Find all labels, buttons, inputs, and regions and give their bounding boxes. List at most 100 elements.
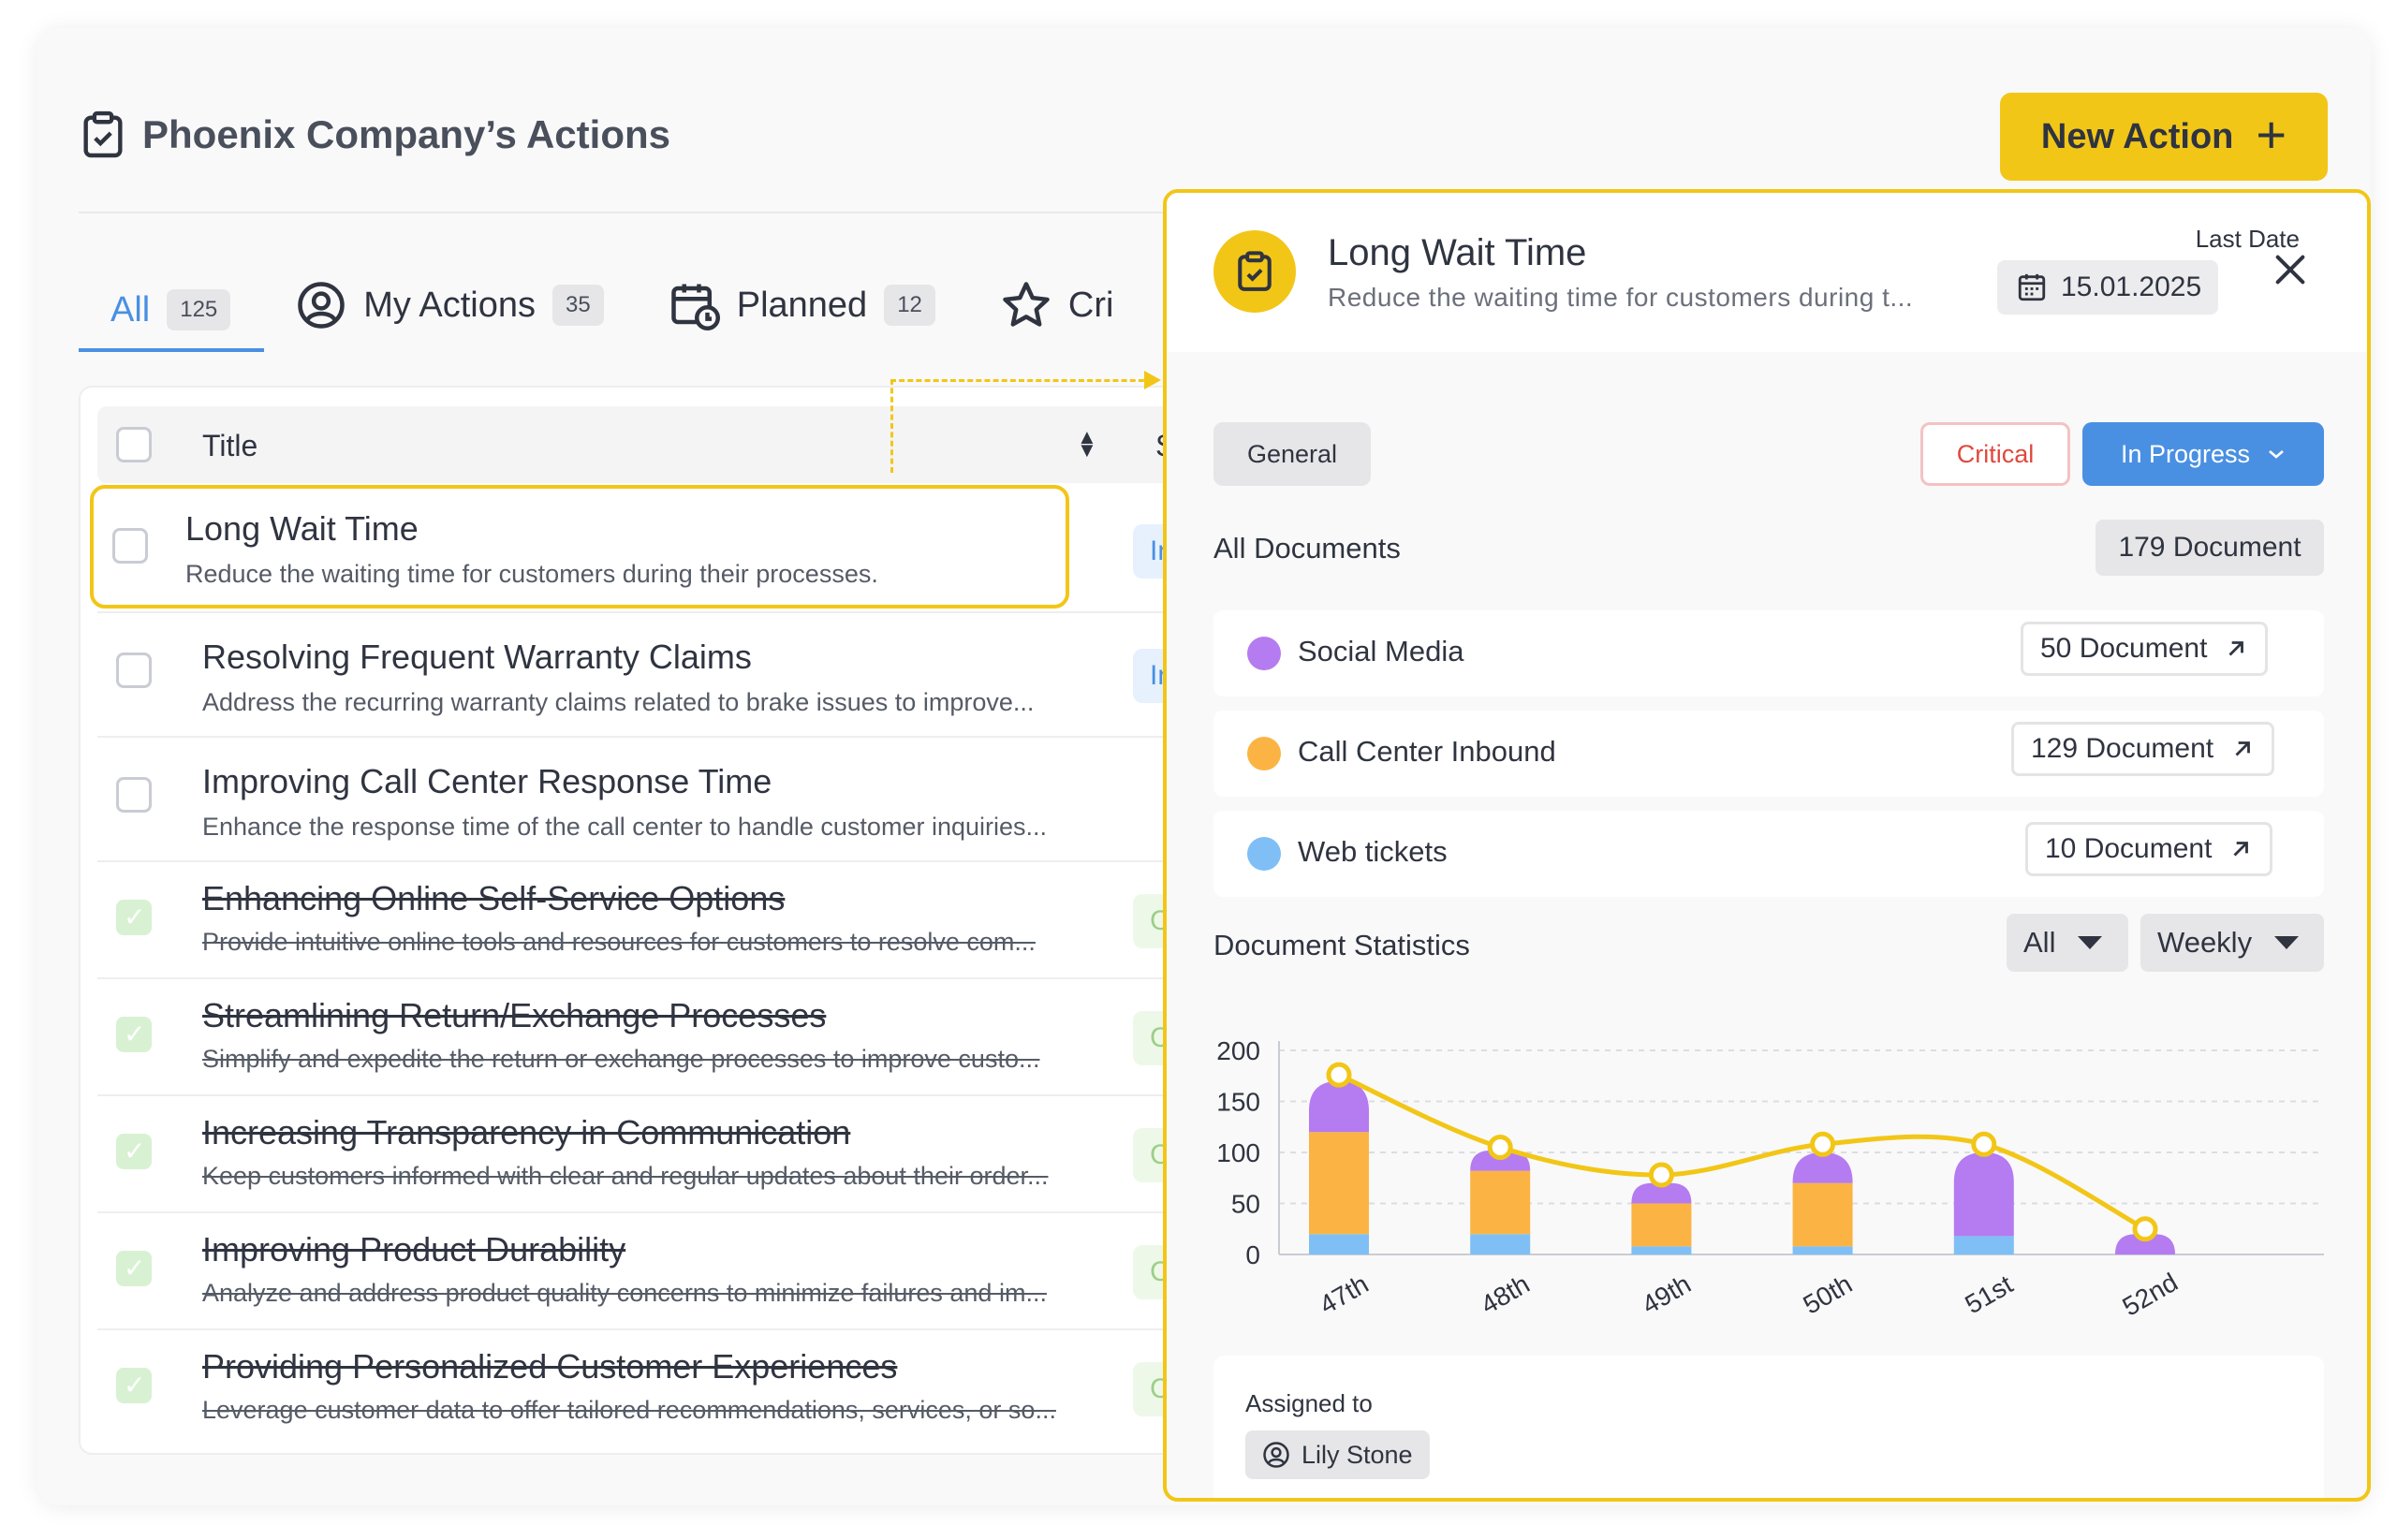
table-row[interactable]: Increasing Transparency in Communication… xyxy=(97,1094,1204,1213)
row-checkbox-checked[interactable] xyxy=(116,1134,152,1169)
table-row[interactable]: Streamlining Return/Exchange Processes S… xyxy=(97,977,1204,1096)
tab-all[interactable]: All 125 xyxy=(79,271,265,352)
x-tick-label: 47th xyxy=(1315,1269,1374,1320)
bar-segment xyxy=(1953,1236,2014,1254)
source-count: 10 Document xyxy=(2045,833,2213,864)
tab-my-actions[interactable]: My Actions 35 xyxy=(264,271,637,339)
row-checkbox-checked[interactable] xyxy=(116,1368,152,1403)
bar-segment xyxy=(1953,1152,2014,1237)
plus-icon: + xyxy=(2256,105,2287,164)
table-row[interactable]: Improving Call Center Response Time Enha… xyxy=(97,736,1204,862)
tab-critical[interactable]: Cri xyxy=(969,271,1148,339)
table-row[interactable]: Providing Personalized Customer Experien… xyxy=(97,1328,1204,1445)
row-title: Streamlining Return/Exchange Processes xyxy=(202,996,827,1034)
page-title-text: Phoenix Company’s Actions xyxy=(142,112,670,156)
row-description: Enhance the response time of the call ce… xyxy=(202,813,1048,841)
priority-chip[interactable]: Critical xyxy=(1920,422,2070,486)
tab-planned[interactable]: Planned 12 xyxy=(638,271,969,339)
close-icon[interactable] xyxy=(2272,251,2309,288)
star-icon xyxy=(1003,282,1050,327)
new-action-button[interactable]: New Action + xyxy=(2000,93,2328,181)
assignee-name: Lily Stone xyxy=(1301,1440,1413,1469)
caret-down-icon xyxy=(2078,936,2103,949)
bar-segment xyxy=(1792,1246,1853,1254)
source-documents-button[interactable]: 50 Document xyxy=(2021,622,2269,676)
column-title: Title xyxy=(202,429,258,462)
user-circle-icon xyxy=(1263,1442,1289,1468)
tab-all-count: 125 xyxy=(167,289,231,330)
filter-period-dropdown[interactable]: Weekly xyxy=(2140,914,2324,972)
web-tickets-dot xyxy=(1247,837,1281,871)
row-checkbox[interactable] xyxy=(116,653,152,688)
panel-header: Long Wait Time Reduce the waiting time f… xyxy=(1167,193,2367,352)
table-row[interactable]: Improving Product Durability Analyze and… xyxy=(97,1211,1204,1330)
source-count: 129 Document xyxy=(2031,733,2214,764)
action-detail-panel: Long Wait Time Reduce the waiting time f… xyxy=(1163,189,2371,1502)
sort-icon[interactable]: ▲ ▼ xyxy=(1077,425,1097,462)
source-documents-button[interactable]: 10 Document xyxy=(2025,822,2273,876)
caret-down-icon xyxy=(2274,936,2300,949)
source-documents-button[interactable]: 129 Document xyxy=(2011,722,2275,776)
connector-line xyxy=(890,379,1153,382)
assigned-to-label: Assigned to xyxy=(1245,1389,1373,1417)
last-date-field[interactable]: 15.01.2025 xyxy=(1997,260,2218,315)
tab-planned-count: 12 xyxy=(884,285,935,326)
row-title: Improving Call Center Response Time xyxy=(202,762,772,800)
source-row-social-media: Social Media 50 Document xyxy=(1213,610,2324,697)
y-tick-label: 0 xyxy=(1245,1240,1260,1269)
status-dropdown[interactable]: In Progress xyxy=(2082,422,2324,486)
trend-point xyxy=(1487,1135,1513,1161)
bar-segment xyxy=(1309,1132,1369,1235)
tab-planned-label: Planned xyxy=(736,285,868,325)
row-description: Analyze and address product quality conc… xyxy=(202,1279,1047,1307)
filter-all-label: All xyxy=(2023,926,2056,959)
filter-period-label: Weekly xyxy=(2157,926,2253,959)
new-action-label: New Action xyxy=(2040,116,2234,156)
y-tick-label: 50 xyxy=(1231,1190,1260,1219)
row-title: Providing Personalized Customer Experien… xyxy=(202,1347,898,1386)
bar-segment xyxy=(1470,1150,1531,1171)
x-tick-label: 50th xyxy=(1799,1269,1858,1320)
category-chip[interactable]: General xyxy=(1213,422,1371,486)
connector-line-vertical xyxy=(890,379,893,473)
header-divider xyxy=(79,212,1184,213)
trend-point xyxy=(1971,1131,1997,1157)
source-name: Social Media xyxy=(1298,635,1464,667)
row-checkbox[interactable] xyxy=(112,528,148,564)
row-checkbox[interactable] xyxy=(116,777,152,813)
selected-row-highlight[interactable]: Long Wait Time Reduce the waiting time f… xyxy=(90,485,1069,609)
source-row-call-center: Call Center Inbound 129 Document xyxy=(1213,711,2324,797)
table-row[interactable]: Resolving Frequent Warranty Claims Addre… xyxy=(97,611,1204,738)
bar-segment xyxy=(1309,1234,1369,1254)
calendar-icon xyxy=(2018,273,2046,301)
panel-title: Long Wait Time xyxy=(1328,232,1587,273)
bar-segment xyxy=(1470,1170,1531,1235)
clipboard-check-icon xyxy=(83,110,123,158)
bar-segment xyxy=(1631,1246,1692,1254)
row-checkbox-checked[interactable] xyxy=(116,1017,152,1052)
table-row[interactable]: Enhancing Online Self-Service Options Pr… xyxy=(97,860,1204,979)
last-date-label: Last Date xyxy=(2195,225,2300,253)
tab-my-actions-label: My Actions xyxy=(363,285,537,325)
row-description: Leverage customer data to offer tailored… xyxy=(202,1396,1056,1424)
row-title: Resolving Frequent Warranty Claims xyxy=(202,638,752,676)
row-checkbox-checked[interactable] xyxy=(116,1251,152,1286)
bar-segment xyxy=(2115,1234,2175,1254)
last-date-value: 15.01.2025 xyxy=(2061,271,2202,302)
row-description: Reduce the waiting time for customers du… xyxy=(185,560,878,588)
row-title: Enhancing Online Self-Service Options xyxy=(202,879,786,917)
select-all-checkbox[interactable] xyxy=(116,427,152,462)
table-header: Title ▲▼ St xyxy=(97,406,1202,483)
calendar-clock-icon xyxy=(670,284,720,330)
row-checkbox-checked[interactable] xyxy=(116,900,152,935)
assignee-chip[interactable]: Lily Stone xyxy=(1245,1430,1430,1479)
row-title: Long Wait Time xyxy=(185,509,419,548)
arrow-up-right-icon xyxy=(2233,842,2249,857)
tab-bar: All 125 My Actions 35 Planned 12 Cri xyxy=(79,271,1147,352)
bar-segment xyxy=(1631,1203,1692,1247)
row-description: Simplify and expedite the return or exch… xyxy=(202,1045,1040,1073)
y-tick-label: 150 xyxy=(1216,1088,1260,1117)
trend-point xyxy=(1810,1131,1836,1157)
all-documents-total: 179 Document xyxy=(2096,520,2324,576)
filter-all-dropdown[interactable]: All xyxy=(2007,914,2128,972)
